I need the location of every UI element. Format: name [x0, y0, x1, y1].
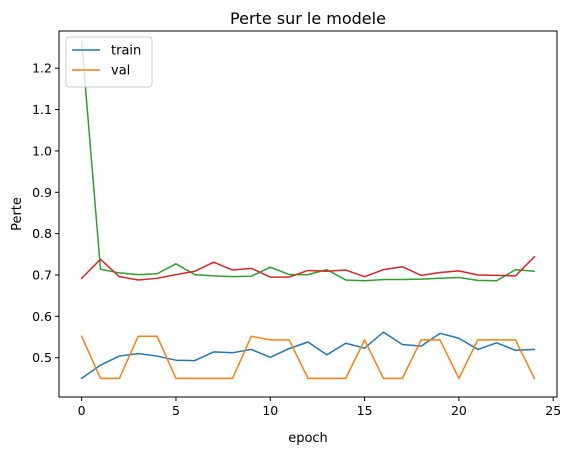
- x-axis: 0 5 10 15 20 25: [78, 397, 561, 418]
- x-tick-label: 25: [545, 403, 561, 418]
- y-tick-label: 0.6: [32, 309, 52, 324]
- x-tick-label: 20: [451, 403, 467, 418]
- y-tick-label: 1.0: [32, 143, 52, 158]
- y-axis-label: Perte: [10, 197, 25, 231]
- series-line-train: [80, 331, 536, 380]
- series-line-unnamed-2: [80, 40, 536, 282]
- series-layer: [80, 40, 536, 380]
- legend-label-val: val: [111, 64, 130, 79]
- y-tick-label: 1.1: [32, 102, 52, 117]
- x-tick-label: 0: [78, 403, 86, 418]
- x-tick-label: 5: [172, 403, 180, 418]
- series-line-unnamed-3: [80, 255, 536, 281]
- y-tick-label: 0.9: [32, 185, 52, 200]
- series-line-val: [80, 335, 536, 380]
- y-tick-label: 1.2: [32, 61, 52, 76]
- legend: train val: [65, 36, 153, 88]
- x-tick-label: 10: [262, 403, 278, 418]
- chart-title: Perte sur le modele: [230, 9, 386, 28]
- y-tick-label: 0.5: [32, 350, 52, 365]
- plot-frame: [58, 30, 558, 398]
- y-axis: 0.5 0.6 0.7 0.8 0.9 1.0 1.1 1.2: [32, 61, 59, 365]
- x-tick-label: 15: [357, 403, 373, 418]
- x-axis-label: epoch: [288, 431, 328, 446]
- y-tick-label: 0.8: [32, 226, 52, 241]
- legend-label-train: train: [111, 44, 141, 59]
- y-tick-label: 0.7: [32, 268, 52, 283]
